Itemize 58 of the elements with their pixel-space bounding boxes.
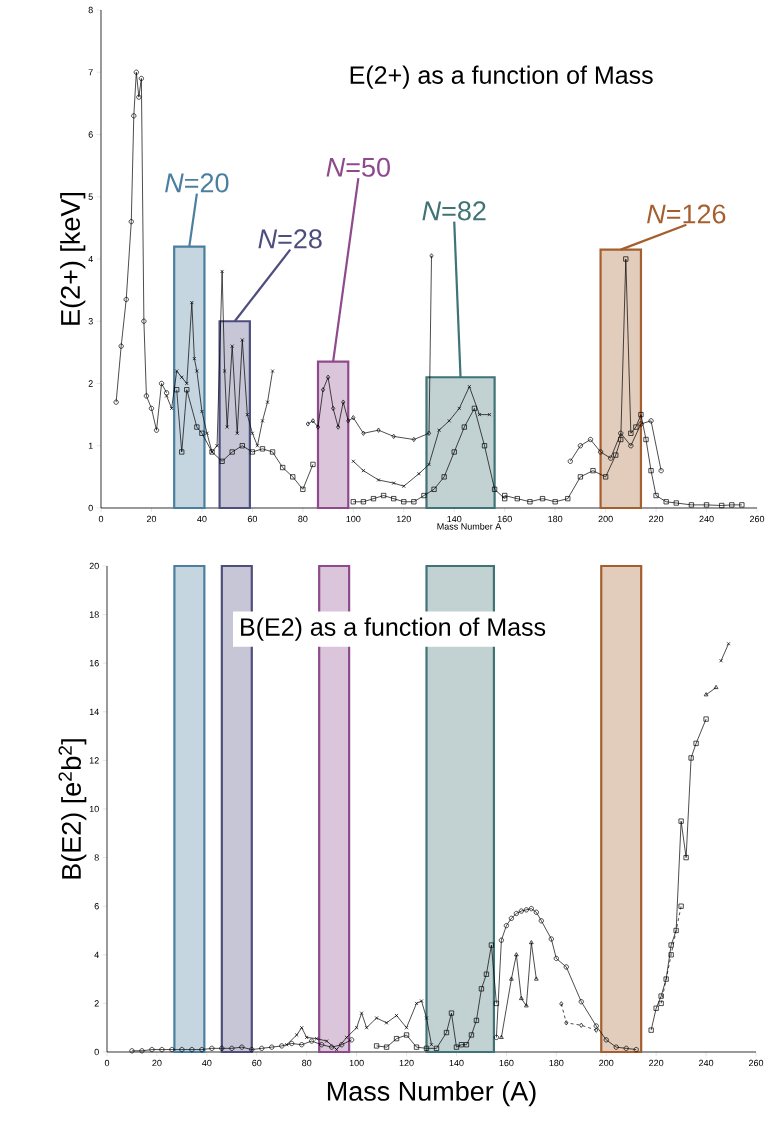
y-tick-label: 2 [88,380,93,387]
y-axis-title: B(E2) [e$^{2}$b$^{2}$] [58,739,87,879]
x-tick-label: 160 [499,1059,514,1067]
x-tick-label: 260 [748,1059,764,1067]
x-tick-label: 140 [447,515,462,523]
x-tick-label: 200 [599,1059,614,1067]
y-tick-label: 3 [88,318,93,325]
text: E(2+) as a function of Mass [350,65,653,89]
y-tick-label: 8 [94,854,99,861]
x-tick-label: 240 [699,1059,714,1067]
y-tick-label: 14 [89,708,99,715]
y-tick-label: 2 [94,1000,99,1007]
x-tick-label: 20 [152,1059,162,1067]
y-tick-label: 8 [88,6,93,14]
x-tick-label: 120 [396,515,411,523]
x-tick-label: 220 [649,515,664,523]
x-tick-label: 200 [598,515,613,523]
y-tick-label: 6 [88,131,93,138]
y-tick-label: 0 [94,1048,99,1056]
x-tick-label: 80 [302,1059,312,1067]
y-tick-label: 4 [88,255,93,263]
x-tick-label: 60 [247,515,258,523]
x-tick-label: 140 [449,1059,464,1067]
y-tick-label: 18 [89,611,99,618]
x-tick-label: 80 [298,515,308,523]
y-tick-label: 4 [94,951,99,958]
band-label: N=28 [258,229,322,249]
y-tick-label: 6 [94,903,99,910]
band-label: N=126 [647,204,726,224]
x-tick-label: 180 [548,515,563,523]
x-tick-label: 100 [349,1059,364,1067]
y-tick-label: 16 [89,660,99,667]
y-tick-label: 10 [89,805,99,813]
x-tick-label: 0 [104,1059,110,1067]
band-label: N=50 [326,157,390,177]
x-tick-label: 40 [197,515,207,523]
x-axis-title: Mass Number A [437,523,502,530]
y-tick-label: 20 [89,562,99,570]
x-tick-label: 100 [346,515,361,523]
x-tick-label: 160 [497,515,512,523]
x-tick-label: 60 [252,1059,262,1067]
x-tick-label: 240 [699,515,714,523]
y-tick-label: 0 [88,504,93,512]
y-axis-title: E(2+) [keV] [60,193,86,325]
x-axis-title: Mass Number (A) [327,1081,536,1107]
y-tick-label: 12 [89,757,99,764]
y-tick-label: 5 [88,193,93,200]
x-tick-label: 40 [202,1059,212,1067]
y-tick-label: 1 [88,442,93,449]
y-tick-label: 7 [88,69,93,76]
x-tick-label: 20 [146,515,157,523]
x-tick-label: 260 [749,515,765,523]
x-tick-label: 220 [649,1059,664,1067]
x-tick-label: 180 [549,1059,564,1067]
band-label: N=82 [422,201,486,221]
band-label: N=20 [165,173,229,193]
text: B(E2) as a function of Mass [241,617,546,641]
x-tick-label: 120 [399,1059,414,1067]
